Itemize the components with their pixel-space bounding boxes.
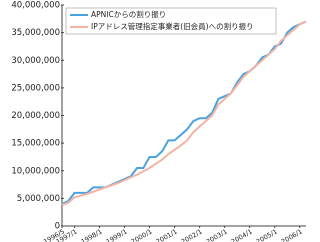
y-tick-label: 30,000,000 xyxy=(11,56,60,66)
y-tick-label: 10,000,000 xyxy=(11,166,60,176)
legend-label: IPアドレス管理指定事業者(旧会員)への割り振り xyxy=(91,21,254,31)
series-line xyxy=(61,20,307,205)
legend-label: APNICからの割り振り xyxy=(91,9,166,19)
y-tick-label: 0 xyxy=(55,222,60,232)
x-tick-label: 2002/1 xyxy=(180,228,204,242)
y-tick-label: 35,000,000 xyxy=(11,28,60,38)
x-tick-label: 2001/1 xyxy=(155,228,179,242)
x-tick-label: 2003/1 xyxy=(205,228,229,242)
legend-box xyxy=(65,7,277,35)
y-tick-label: 40,000,000 xyxy=(11,1,60,11)
x-tick-label: 2006/1 xyxy=(280,228,304,242)
x-tick-label: 1999/1 xyxy=(105,228,129,242)
series-line xyxy=(61,20,307,206)
x-tick-label: 2004/1 xyxy=(230,228,254,242)
y-tick-label: 5,000,000 xyxy=(17,194,60,204)
chart: 0 5,000,000 10,000,000 15,000,000 20,000,000… xyxy=(11,1,307,242)
x-tick-label: 2000/1 xyxy=(130,228,154,242)
y-tick-label: 20,000,000 xyxy=(11,111,60,121)
y-tick-label: 15,000,000 xyxy=(11,139,60,149)
x-tick-label: 1998/1 xyxy=(80,228,104,242)
y-tick-label: 25,000,000 xyxy=(11,83,60,93)
x-tick-label: 2005/1 xyxy=(255,228,279,242)
